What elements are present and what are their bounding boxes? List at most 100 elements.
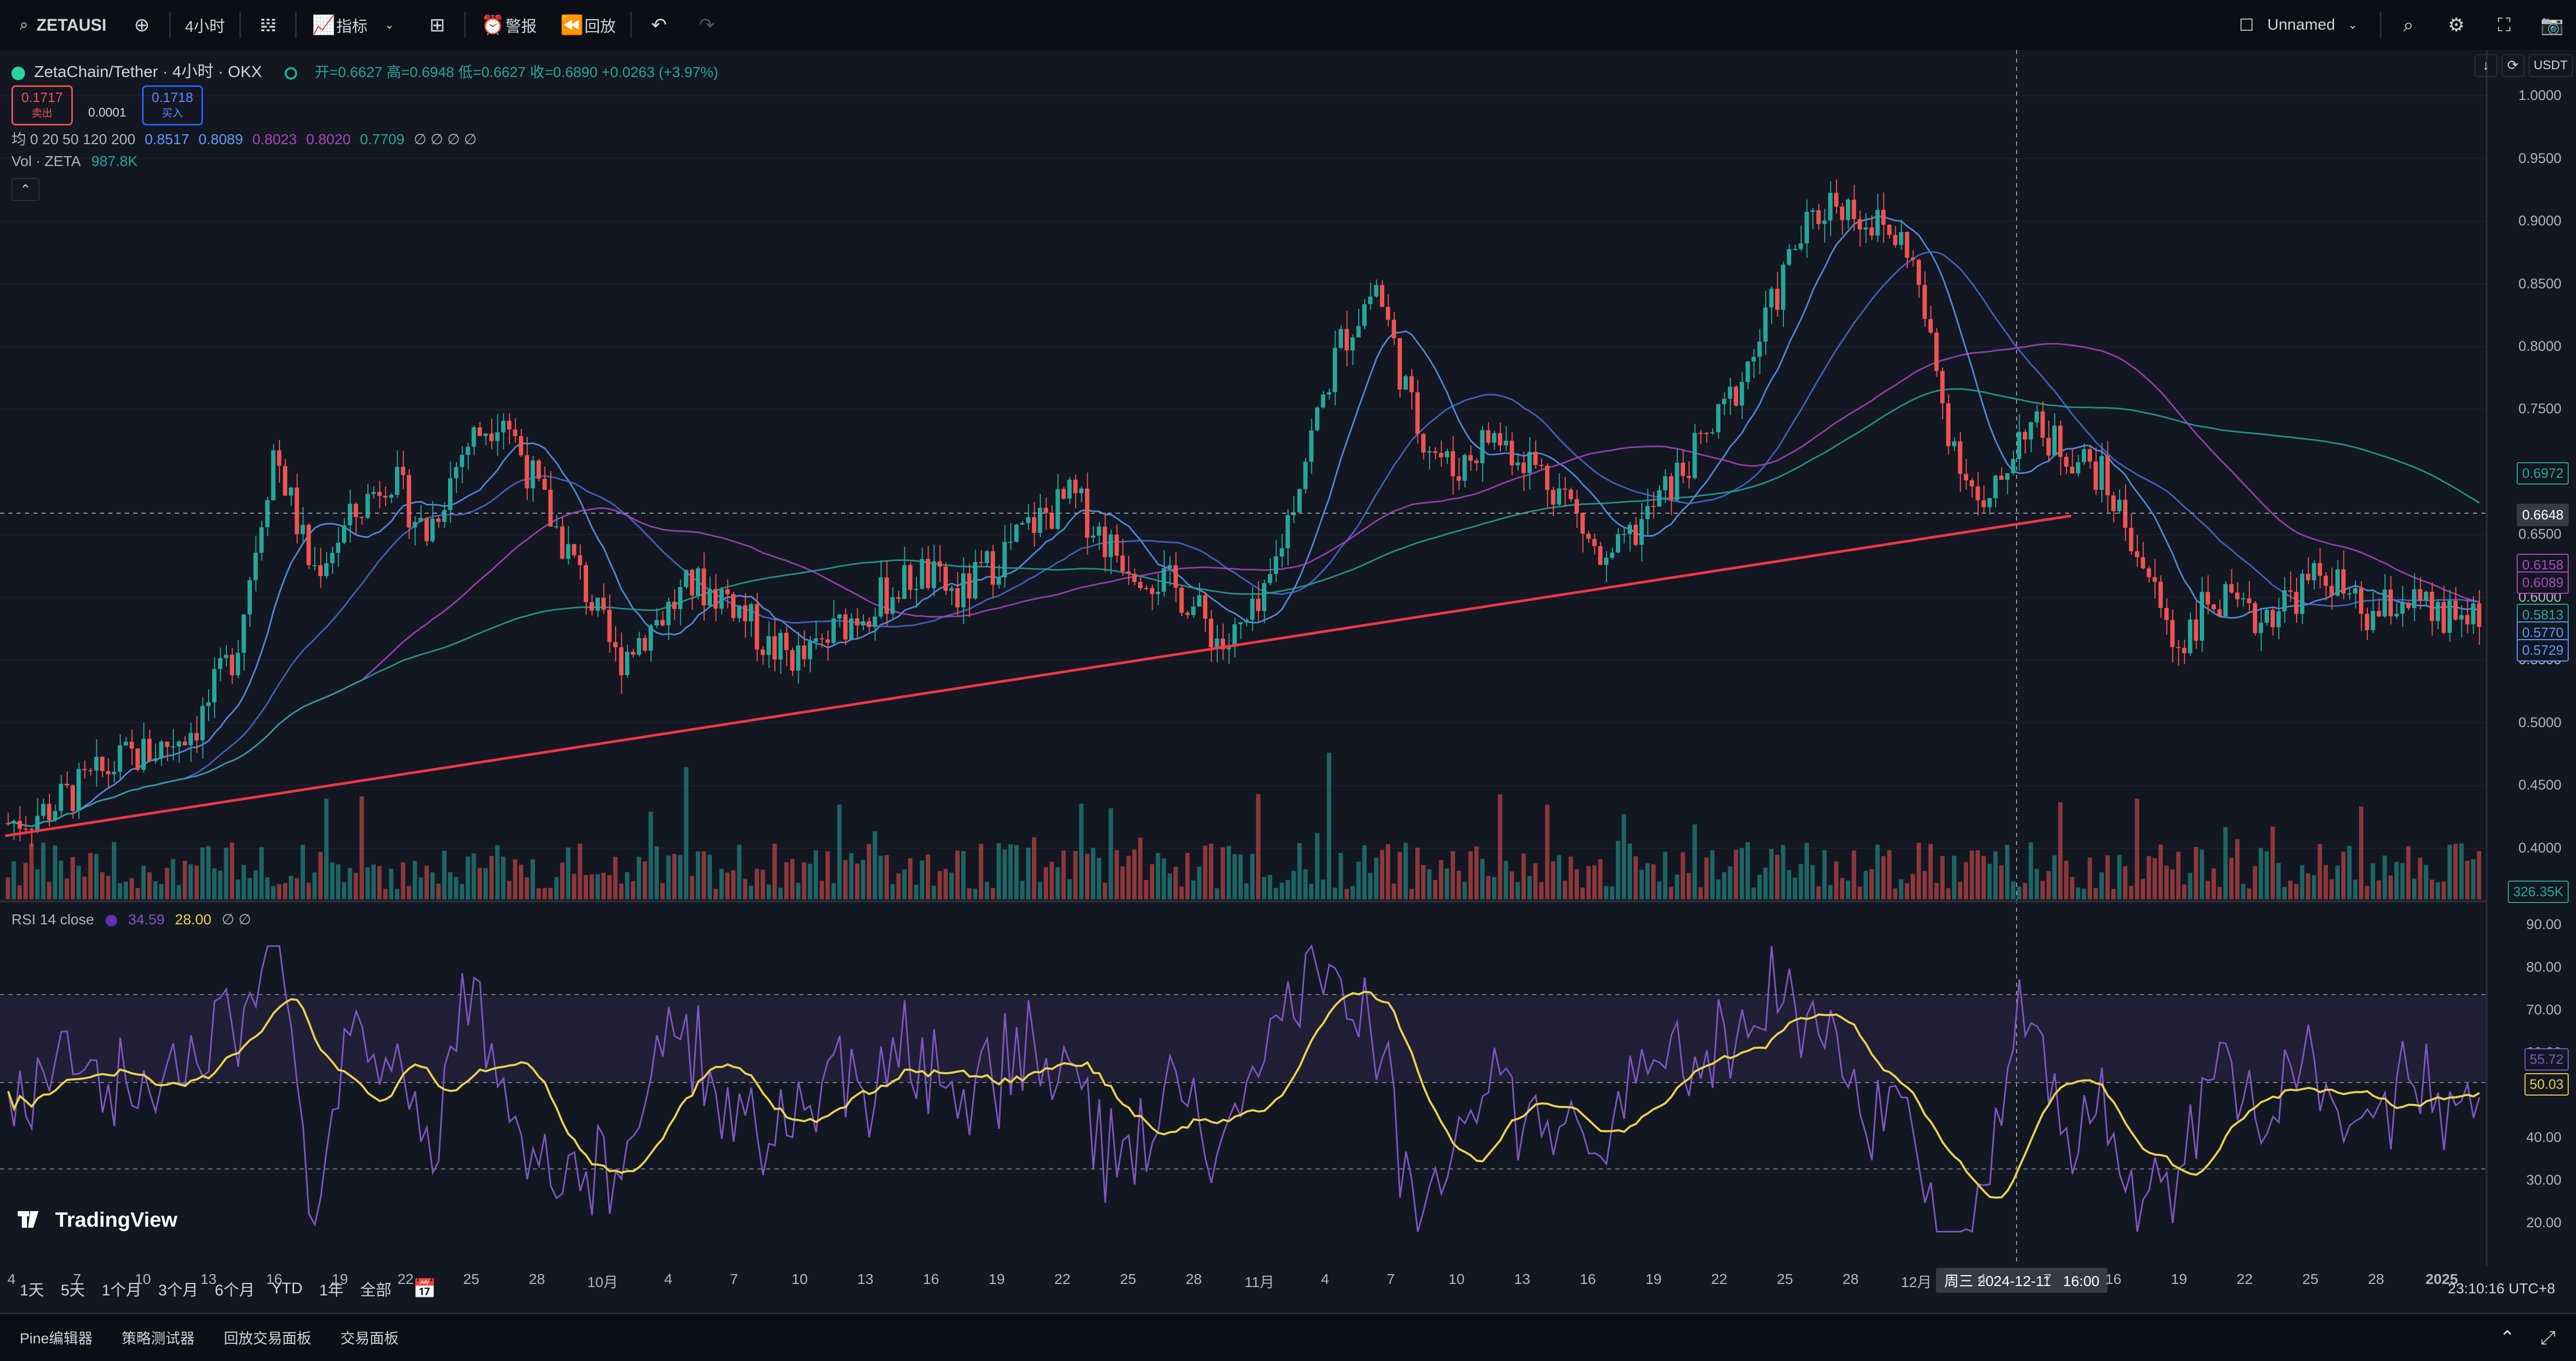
volume-bar (1468, 851, 1473, 899)
compare-button[interactable]: ⊕ (118, 0, 166, 50)
templates-button[interactable]: ⊞ (413, 0, 461, 50)
currency-select[interactable]: USDT (2528, 54, 2573, 77)
volume-bar (1203, 845, 1207, 899)
volume-legend[interactable]: Vol · ZETA 987.8K (11, 153, 137, 170)
price-chart[interactable]: TradingView (0, 50, 2488, 1266)
rsi-legend[interactable]: RSI 14 close 34.59 28.00 ∅ ∅ (11, 911, 251, 928)
time-tick: 7 (1386, 1271, 1395, 1287)
chevron-down-icon: ⌄ (384, 18, 394, 31)
candle-body (1675, 463, 1679, 501)
volume-bar (2011, 881, 2016, 899)
volume-bar (1704, 857, 1709, 899)
volume-bar (2164, 866, 2169, 899)
refresh-icon[interactable]: ⟳ (2501, 54, 2524, 77)
price-axis[interactable]: ↓ ⟳ USDT 1.0000 0.9500 0.9000 0.8500 0.8000 0… (2474, 50, 2576, 1266)
candle-body (159, 741, 163, 759)
indicators-button[interactable]: 📈 指标 ⌄ (300, 0, 413, 50)
volume-bar (932, 885, 936, 899)
volume-bar (760, 869, 765, 899)
candle-body (1445, 451, 1449, 457)
candle-body (1132, 574, 1137, 582)
sell-price: 0.1717 (21, 90, 63, 105)
candle-body (1857, 219, 1862, 230)
bottom-tab[interactable]: 回放交易面板 (224, 1330, 312, 1346)
range-button[interactable]: 全部 (360, 1282, 392, 1299)
candle-body (943, 566, 948, 591)
volume-bar (1014, 845, 1019, 899)
ma-legend[interactable]: 均 0 20 50 120 200 0.8517 0.8089 0.8023 0… (11, 128, 477, 149)
candle-body (406, 475, 411, 528)
legend-title[interactable]: ZetaChain/Tether · 4小时 · OKX (34, 62, 262, 81)
candle-body (1433, 451, 1437, 453)
candle-body (2205, 592, 2210, 605)
candle-body (1020, 523, 1025, 525)
candle-body (495, 432, 500, 441)
range-button[interactable]: 1年 (319, 1282, 344, 1299)
redo-button[interactable]: ↷ (683, 0, 731, 50)
candle-body (483, 434, 488, 436)
collapse-legend-button[interactable]: ⌃ (11, 178, 40, 201)
candle-body (1250, 599, 1255, 620)
fullscreen-button[interactable]: ⛶ (2480, 0, 2528, 50)
volume-bar (1327, 753, 1331, 899)
replay-button[interactable]: ⏪ 回放 (548, 0, 627, 50)
bottom-tab[interactable]: 策略测试器 (122, 1330, 195, 1346)
candle-body (997, 577, 1001, 585)
candle-body (1981, 500, 1986, 507)
bottom-tab[interactable]: 交易面板 (340, 1330, 399, 1346)
time-tick: 4 (1978, 1271, 1986, 1287)
candle-body (1008, 541, 1013, 543)
range-button[interactable]: YTD (271, 1280, 303, 1297)
volume-bar (1256, 794, 1260, 899)
range-button[interactable]: 1个月 (101, 1282, 142, 1299)
volume-bar (501, 856, 506, 899)
alerts-button[interactable]: ⏰ 警报 (469, 0, 548, 50)
chart-area[interactable]: TradingView ZetaChain/Tether · 4小时 · OKX… (0, 50, 2576, 1313)
volume-bar (1639, 870, 1644, 899)
volume-bar (413, 861, 417, 899)
candle-body (289, 487, 294, 496)
range-button[interactable]: 6个月 (214, 1282, 255, 1299)
undo-button[interactable]: ↶ (635, 0, 683, 50)
volume-bar (1563, 881, 1567, 899)
candle-body (861, 621, 865, 626)
candle-body (1917, 260, 1921, 285)
layout-button[interactable]: ☐ Unnamed ⌄ (2223, 0, 2377, 50)
range-button[interactable]: 5天 (60, 1282, 85, 1299)
buy-button[interactable]: 0.1718 买入 (142, 85, 203, 125)
calendar-icon[interactable]: 📅 (413, 1278, 437, 1299)
volume-bar (2223, 827, 2228, 899)
buy-price: 0.1718 (151, 90, 194, 105)
quick-search-button[interactable]: ⌕ (2384, 0, 2432, 50)
volume-bar (1651, 864, 1656, 899)
range-button[interactable]: 1天 (20, 1282, 44, 1299)
interval-button[interactable]: 4小时 (185, 18, 225, 35)
candle-body (88, 770, 93, 771)
collapse-panel-icon[interactable]: ⌃ (2499, 1327, 2516, 1348)
volume-bar (654, 846, 659, 899)
candle-body (1191, 606, 1196, 615)
range-button[interactable]: 3个月 (158, 1282, 198, 1299)
sell-button[interactable]: 0.1717 卖出 (11, 85, 73, 125)
volume-bar (2147, 856, 2151, 899)
download-icon[interactable]: ↓ (2474, 54, 2497, 77)
time-axis[interactable]: 周三 2024-12-11 16:00 4 7 10 13 16 19 22 25 28 10月 4… (0, 1268, 2488, 1293)
settings-button[interactable]: ⚙ (2432, 0, 2480, 50)
time-tick: 13 (1514, 1271, 1531, 1287)
time-tick: 22 (1054, 1271, 1071, 1287)
maximize-panel-icon[interactable]: ⤢ (2540, 1326, 2556, 1348)
chart-type-button[interactable]: 𝍓 (244, 0, 292, 50)
clock-label[interactable]: 23:10:16 UTC+8 (2447, 1280, 2555, 1296)
time-tick: 25 (1120, 1271, 1137, 1287)
screenshot-button[interactable]: 📷 (2528, 0, 2576, 50)
candle-body (2082, 449, 2086, 463)
volume-bar (2117, 855, 2122, 899)
volume-bar (2300, 865, 2304, 899)
volume-bar (855, 863, 860, 899)
volume-bar (1928, 844, 1933, 899)
candle-body (760, 649, 765, 655)
bottom-tab[interactable]: Pine编辑器 (20, 1330, 93, 1346)
volume-bar (2271, 826, 2275, 899)
volume-bar (395, 888, 400, 899)
symbol-search[interactable]: ⌕ ZETAUSI (0, 0, 118, 50)
